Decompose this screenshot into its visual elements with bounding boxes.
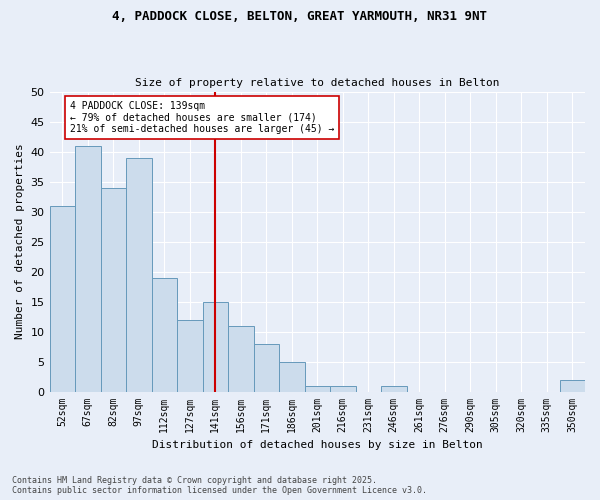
Bar [381, 386, 407, 392]
Bar [228, 326, 254, 392]
Bar [254, 344, 279, 392]
Bar [126, 158, 152, 392]
Text: 4, PADDOCK CLOSE, BELTON, GREAT YARMOUTH, NR31 9NT: 4, PADDOCK CLOSE, BELTON, GREAT YARMOUTH… [113, 10, 487, 23]
Text: Contains HM Land Registry data © Crown copyright and database right 2025.
Contai: Contains HM Land Registry data © Crown c… [12, 476, 427, 495]
Bar [330, 386, 356, 392]
Text: 4 PADDOCK CLOSE: 139sqm
← 79% of detached houses are smaller (174)
21% of semi-d: 4 PADDOCK CLOSE: 139sqm ← 79% of detache… [70, 100, 334, 134]
Bar [203, 302, 228, 392]
Bar [560, 380, 585, 392]
Title: Size of property relative to detached houses in Belton: Size of property relative to detached ho… [135, 78, 500, 88]
Bar [152, 278, 177, 392]
Bar [101, 188, 126, 392]
Bar [305, 386, 330, 392]
Bar [50, 206, 75, 392]
X-axis label: Distribution of detached houses by size in Belton: Distribution of detached houses by size … [152, 440, 482, 450]
Bar [75, 146, 101, 392]
Bar [177, 320, 203, 392]
Y-axis label: Number of detached properties: Number of detached properties [15, 144, 25, 340]
Bar [279, 362, 305, 392]
